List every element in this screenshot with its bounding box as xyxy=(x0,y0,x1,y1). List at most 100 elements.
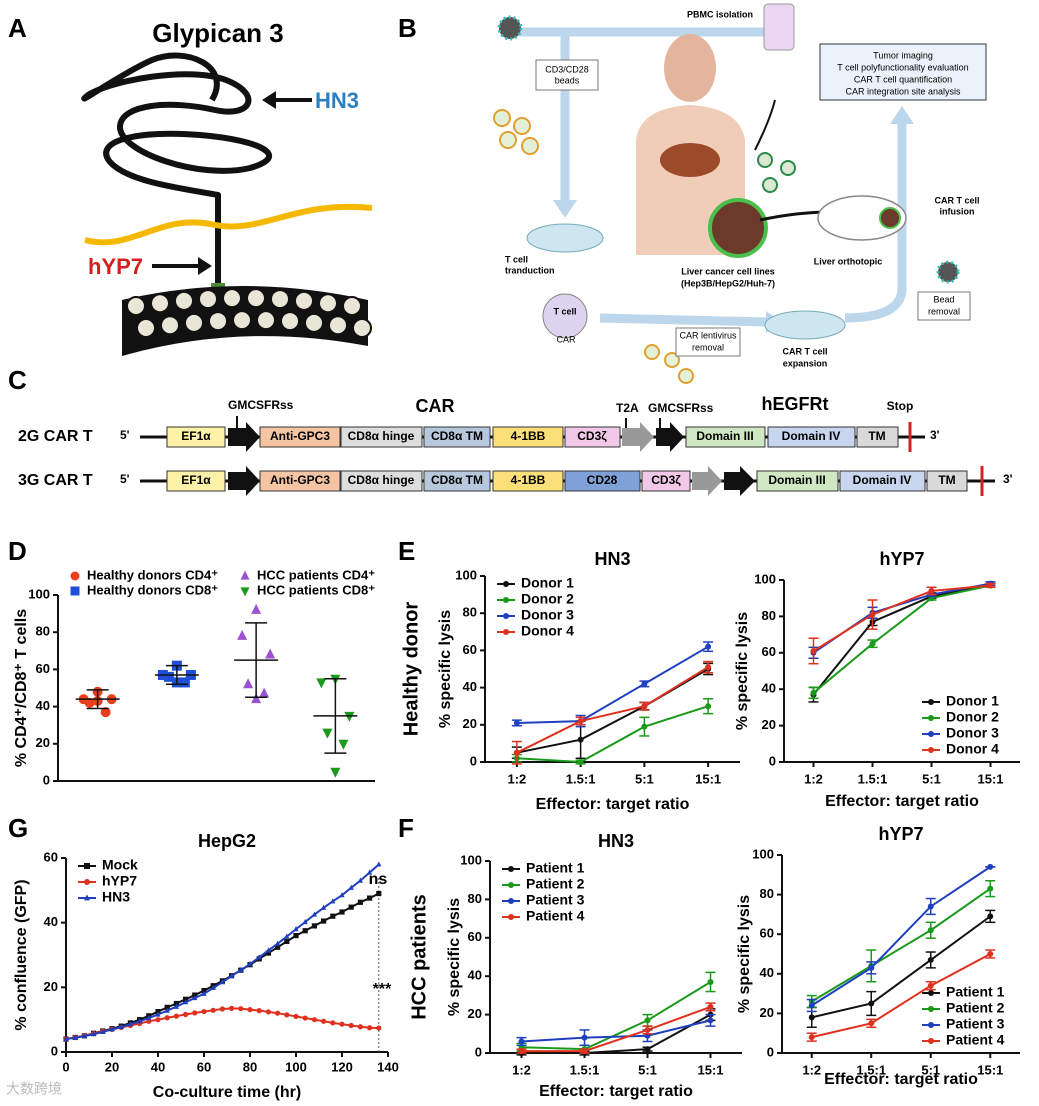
x-tick-label: 120 xyxy=(331,1059,353,1074)
y-tick-label: 40 xyxy=(762,681,776,696)
marker xyxy=(330,913,336,919)
label: Bead xyxy=(933,294,954,304)
y-tick-label: 0 xyxy=(51,1043,58,1058)
marker xyxy=(357,1024,363,1030)
bead xyxy=(184,312,204,333)
box xyxy=(492,470,564,492)
marker xyxy=(256,1008,262,1014)
marker xyxy=(219,979,225,985)
label-box xyxy=(819,43,987,101)
box xyxy=(856,426,899,448)
marker xyxy=(330,767,341,778)
y-tick-label: 80 xyxy=(36,624,50,639)
x-tick-label: 20 xyxy=(105,1059,119,1074)
series-line xyxy=(811,953,991,1039)
y-tick-label: 0 xyxy=(767,1044,774,1059)
series-line xyxy=(812,584,991,652)
label: hYP7 xyxy=(88,254,143,279)
x-tick-label: 15:1 xyxy=(977,1062,1003,1077)
box xyxy=(839,470,926,492)
marker xyxy=(321,918,327,924)
marker xyxy=(641,723,648,730)
bead xyxy=(936,260,960,284)
series-line xyxy=(516,645,709,724)
marker xyxy=(84,879,90,885)
x-tick-label: 1.5:1 xyxy=(566,771,596,786)
legend-label: Donor 2 xyxy=(521,591,574,607)
marker xyxy=(164,1007,170,1013)
y-tick-label: 0 xyxy=(43,772,50,787)
marker xyxy=(376,861,382,867)
label: GMCSFRss xyxy=(648,401,714,415)
marker xyxy=(810,689,817,696)
y-axis-label: % specific lysis xyxy=(734,612,751,730)
marker xyxy=(192,994,198,1001)
x-tick-label: 1:2 xyxy=(802,1062,821,1077)
marker xyxy=(928,1022,934,1028)
panel-letter: E xyxy=(398,536,415,566)
chart-title: hYP7 xyxy=(878,824,923,844)
marker xyxy=(810,647,817,654)
bead xyxy=(136,318,156,338)
marker xyxy=(705,664,712,671)
marker xyxy=(81,1033,87,1039)
marker xyxy=(164,1015,170,1021)
marker xyxy=(357,899,363,905)
marker xyxy=(84,863,90,869)
x-tick-label: 40 xyxy=(151,1059,165,1074)
y-tick-label: 80 xyxy=(760,886,774,901)
y-tick-label: 20 xyxy=(760,1005,774,1020)
marker xyxy=(577,759,584,765)
label: infusion xyxy=(940,206,975,216)
y-tick-label: 60 xyxy=(468,929,482,944)
marker xyxy=(928,747,934,753)
marker xyxy=(238,967,244,973)
label: removal xyxy=(928,306,960,316)
marker xyxy=(173,1000,179,1007)
x-axis-label: Effector: target ratio xyxy=(539,1083,693,1100)
series-line xyxy=(516,668,709,754)
label-box xyxy=(675,327,741,357)
marker xyxy=(251,693,262,704)
box-label: Domain IV xyxy=(853,473,912,487)
annotation: ns xyxy=(369,871,388,888)
marker xyxy=(928,587,935,594)
marker xyxy=(348,1022,354,1029)
x-tick-label: 5:1 xyxy=(635,771,654,786)
panel-c: GMCSFRss CAR T2A GMCSFRss hEGFRt Stop 2G… xyxy=(18,394,1013,496)
arrow-head xyxy=(890,106,914,124)
marker xyxy=(137,1018,143,1024)
label: Tumor imaging xyxy=(873,50,933,60)
y-tick-label: 0 xyxy=(769,753,776,768)
marker xyxy=(311,923,317,929)
marker xyxy=(265,648,276,659)
box xyxy=(166,426,226,448)
panel-letter: D xyxy=(8,536,27,566)
diagram-title: Glypican 3 xyxy=(152,18,284,48)
marker xyxy=(293,926,299,932)
y-tick-label: 100 xyxy=(460,852,482,867)
x-axis-label: Effector: target ratio xyxy=(825,793,979,810)
box xyxy=(685,426,766,448)
marker xyxy=(311,911,317,917)
y-tick-label: 40 xyxy=(463,679,477,694)
series-line xyxy=(516,705,709,764)
marker xyxy=(928,731,934,737)
marker xyxy=(72,1034,78,1040)
person-head xyxy=(664,34,716,102)
marker xyxy=(237,629,248,640)
marker xyxy=(183,999,189,1005)
marker xyxy=(348,884,354,890)
x-tick-label: 1.5:1 xyxy=(856,1062,886,1077)
marker xyxy=(91,1031,97,1037)
box-label: EF1α xyxy=(181,429,211,443)
marker xyxy=(265,950,271,956)
marker xyxy=(707,1017,714,1024)
marker xyxy=(808,1002,815,1009)
legend-label: HCC patients CD4⁺ xyxy=(257,567,375,582)
box xyxy=(259,470,341,492)
x-tick-label: 60 xyxy=(197,1059,211,1074)
dish xyxy=(764,310,846,340)
marker xyxy=(219,1006,225,1012)
label: CAR integration site analysis xyxy=(845,86,961,96)
